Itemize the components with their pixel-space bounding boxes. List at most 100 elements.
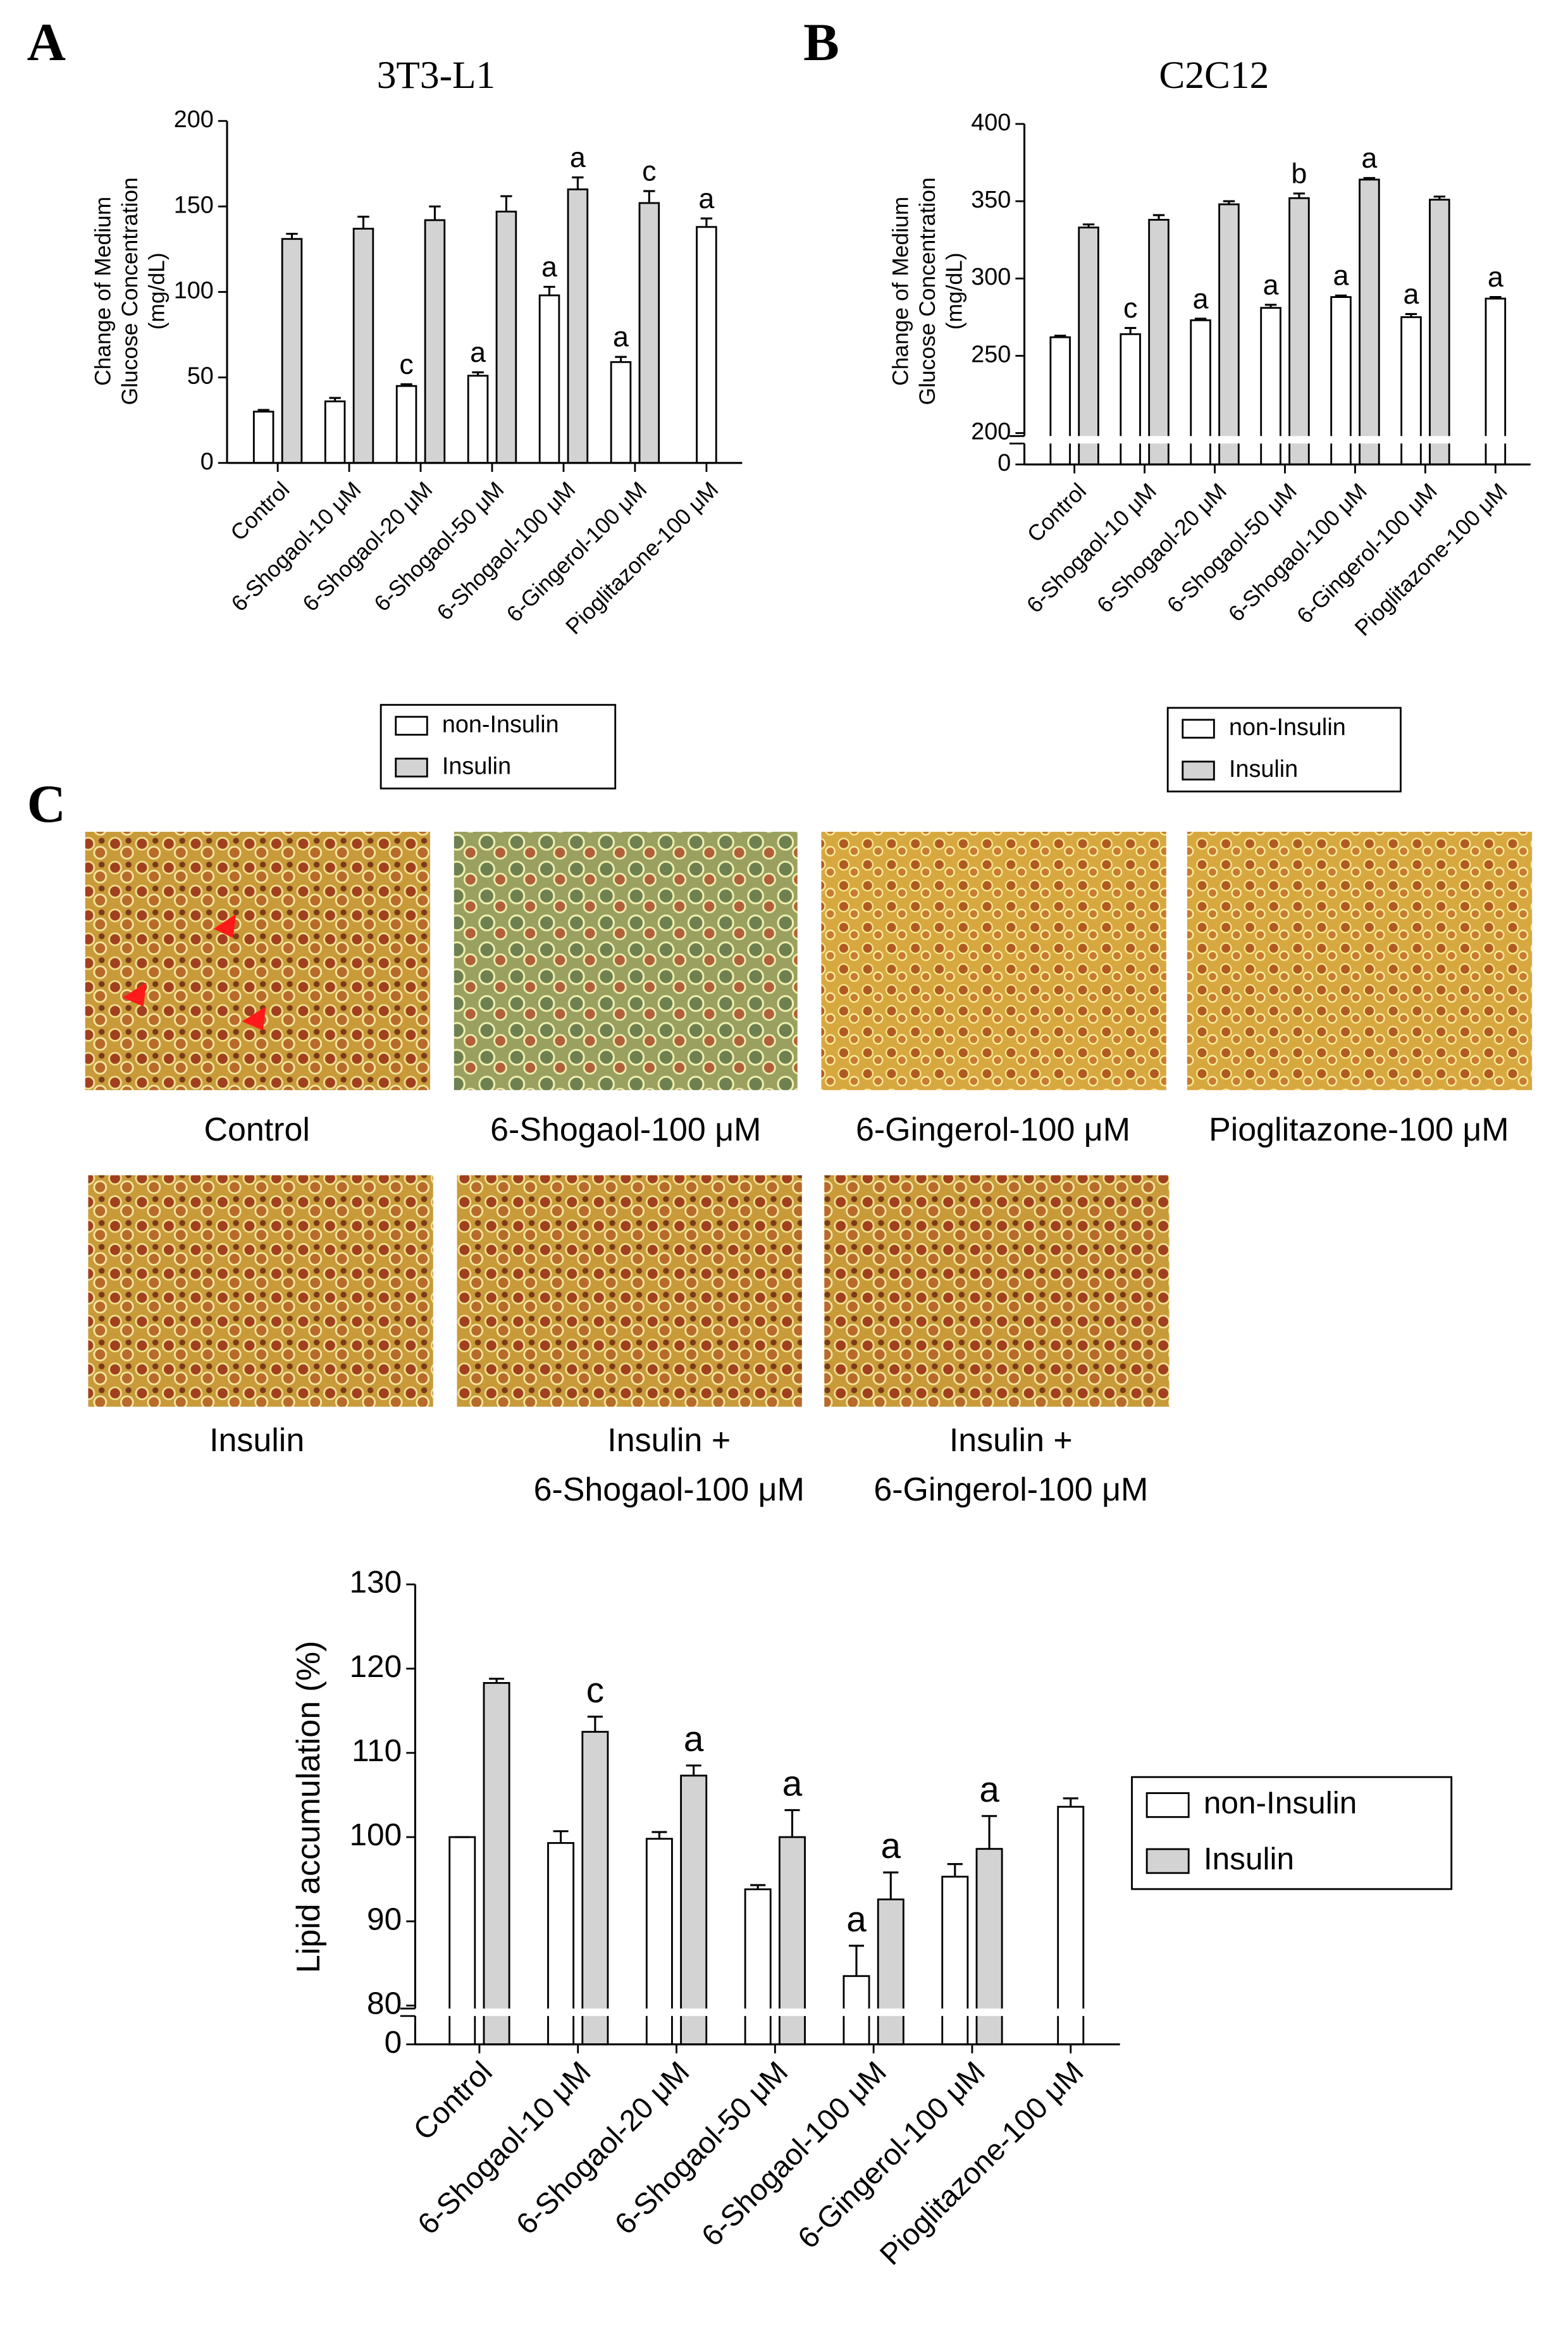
error-bar (472, 371, 484, 376)
arrow (213, 913, 237, 938)
legend-swatch (1182, 760, 1215, 781)
x-tick-label: 6-Shogaol-50 μM (1162, 478, 1302, 618)
y-axis-label: Glucose Concentration (915, 177, 940, 405)
annotation: a (470, 336, 486, 368)
y-tick-label: 120 (349, 1649, 402, 1684)
y-tick-label: 0 (201, 449, 214, 475)
y-tick-label: 400 (971, 109, 1011, 136)
annotation: c (1123, 292, 1137, 324)
annotation: a (1263, 268, 1279, 300)
annotation: a (541, 251, 557, 283)
error-bar (1293, 192, 1306, 199)
error-bar (329, 397, 341, 402)
bar (581, 1731, 609, 2046)
error-bar (1433, 195, 1446, 200)
bar (1148, 218, 1170, 466)
bar (1078, 226, 1099, 466)
annotation: a (613, 321, 629, 353)
y-tick-label: 0 (997, 450, 1011, 476)
error-bar (1152, 214, 1165, 220)
x-tick-label: 6-Shogaol-20 μM (1092, 478, 1232, 618)
error-bar (286, 233, 298, 239)
arrow (122, 982, 147, 1007)
y-tick-label: 0 (385, 2024, 402, 2060)
y-tick-label: 100 (174, 277, 214, 304)
caption: 6-Gingerol-100 μM (874, 1471, 1148, 1508)
y-tick-label: 350 (971, 187, 1011, 213)
error-bar (947, 1863, 963, 1877)
x-tick-label: 6-Shogaol-50 μM (608, 2055, 794, 2241)
error-bar (651, 1831, 667, 1839)
legend-swatch (395, 715, 428, 736)
error-bar (1054, 335, 1066, 338)
annotation: a (1488, 261, 1503, 293)
annotation: a (1193, 282, 1209, 314)
caption: Insulin + (949, 1422, 1073, 1459)
bar (1120, 333, 1141, 466)
error-bar (1063, 1797, 1078, 1807)
error-bar (553, 1830, 569, 1843)
bar (1218, 203, 1240, 466)
error-bar (1405, 313, 1417, 318)
bar (495, 211, 517, 464)
annotation: c (586, 1671, 604, 1711)
micrograph (85, 831, 431, 1091)
x-tick-label: 6-Shogaol-20 μM (510, 2055, 696, 2241)
error-bar (982, 1815, 997, 1849)
x-tick-label: 6-Shogaol-100 μM (432, 477, 581, 626)
error-bar (1363, 176, 1376, 180)
error-bar (1124, 326, 1137, 335)
legend-label: Insulin (1229, 756, 1298, 783)
micrograph (454, 831, 798, 1091)
x-tick-label: 6-Shogaol-100 μM (695, 2055, 893, 2253)
y-axis-label: Lipid accumulation (%) (290, 1641, 327, 1973)
x-tick-label: 6-Shogaol-10 μM (226, 477, 366, 617)
legend-swatch (1182, 719, 1215, 739)
x-tick-label: Control (407, 2055, 499, 2147)
error-bar (587, 1716, 603, 1732)
legend-swatch (395, 757, 428, 777)
bar (744, 1888, 772, 2046)
bar (567, 188, 589, 464)
bar (941, 1876, 969, 2046)
caption: 6-Gingerol-100 μM (856, 1111, 1130, 1148)
caption: 6-Shogaol-100 μM (534, 1471, 805, 1508)
legend-label: Insulin (1204, 1841, 1294, 1876)
x-tick-label: Control (1022, 478, 1091, 547)
bar (281, 238, 303, 464)
panel-label: A (27, 13, 66, 72)
error-bar (500, 195, 512, 212)
annotation: c (642, 155, 656, 187)
error-bar (543, 285, 555, 295)
x-tick-label: 6-Shogaol-50 μM (369, 477, 509, 617)
micrograph (457, 1175, 802, 1407)
caption: Pioglitazone-100 μM (1209, 1111, 1509, 1148)
error-bar (686, 1764, 701, 1776)
bar (538, 294, 560, 464)
bar (680, 1774, 708, 2046)
y-axis-label: Change of Medium (90, 197, 116, 386)
break-mark (1009, 435, 1025, 445)
y-axis-label: Glucose Concentration (117, 177, 142, 405)
caption: 6-Shogaol-100 μM (490, 1111, 761, 1148)
error-bar (429, 205, 441, 220)
x-tick-label: Control (226, 477, 295, 546)
x-tick-label: 6-Shogaol-10 μM (411, 2055, 597, 2241)
chart-title: 3T3-L1 (377, 54, 495, 97)
bar (877, 1898, 904, 2046)
bar (1429, 199, 1450, 466)
error-bar (643, 190, 655, 203)
bar (483, 1681, 510, 2046)
error-bar (1490, 296, 1502, 299)
arrow (242, 1006, 266, 1031)
y-tick-label: 200 (971, 419, 1011, 445)
legend-swatch (1145, 1792, 1190, 1818)
error-bar (700, 217, 713, 227)
error-bar (750, 1884, 766, 1890)
bar (424, 219, 446, 464)
panel-label: B (803, 13, 839, 72)
annotation: a (1403, 278, 1419, 310)
axis-break (1012, 436, 1531, 444)
